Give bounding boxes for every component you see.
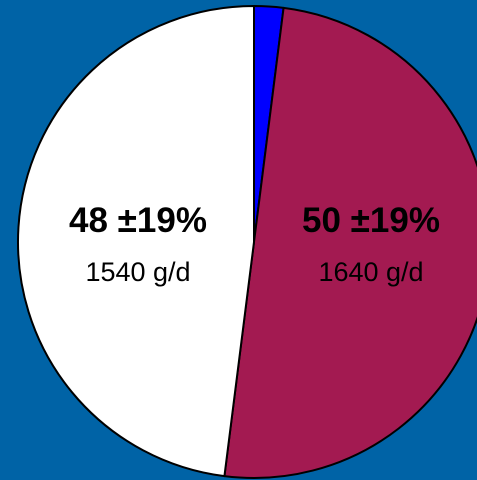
slice-red-percent-label: 50 ±19% <box>302 201 440 240</box>
slice-red <box>223 6 477 479</box>
slice-red-amount-label: 1640 g/d <box>318 257 423 287</box>
slice-white-percent-label: 48 ±19% <box>69 201 207 240</box>
pie-slices <box>17 5 477 479</box>
slice-white-amount-label: 1540 g/d <box>85 257 190 287</box>
slice-white <box>17 5 255 478</box>
